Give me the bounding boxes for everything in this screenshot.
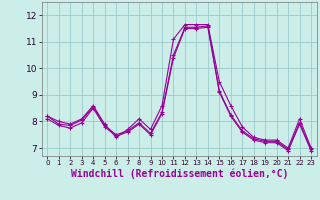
X-axis label: Windchill (Refroidissement éolien,°C): Windchill (Refroidissement éolien,°C)	[70, 169, 288, 179]
